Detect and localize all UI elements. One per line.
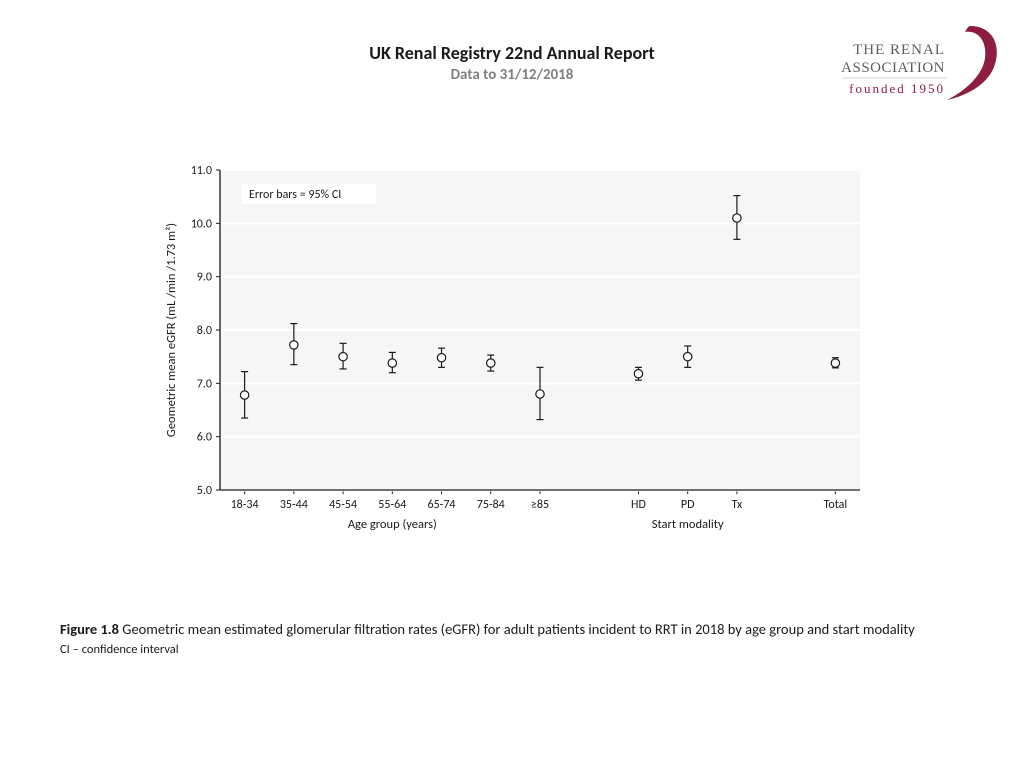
y-tick-label: 9.0	[197, 271, 212, 285]
x-group-label: Age group (years)	[348, 517, 437, 532]
data-marker	[388, 359, 396, 367]
data-marker	[339, 352, 347, 360]
x-tick-label: 65-74	[428, 498, 456, 512]
x-tick-label: Total	[824, 498, 847, 512]
x-tick-label: HD	[631, 498, 646, 512]
y-tick-label: 5.0	[197, 484, 212, 498]
chart-svg: 5.0 6.0 7.0 8.0 9.0 10.0 11.0 18-34 35-44 45-54 55…	[150, 160, 870, 560]
x-tick-label: 55-64	[378, 498, 406, 512]
x-group-label: Start modality	[652, 517, 724, 532]
data-marker	[437, 354, 445, 362]
egfr-chart: 5.0 6.0 7.0 8.0 9.0 10.0 11.0 18-34 35-44 45-54 55…	[150, 160, 870, 560]
y-tick-label: 8.0	[197, 324, 212, 338]
logo-svg: THE RENAL ASSOCIATION founded 1950	[835, 20, 1000, 106]
x-tick-label: 45-54	[329, 498, 357, 512]
logo-line1: THE RENAL	[853, 42, 945, 58]
figure-caption: Figure 1.8 Geometric mean estimated glom…	[60, 620, 964, 658]
data-marker	[831, 359, 839, 367]
caption-body: Geometric mean estimated glomerular filt…	[119, 620, 915, 638]
data-marker	[536, 390, 544, 398]
renal-association-logo: THE RENAL ASSOCIATION founded 1950	[835, 20, 1000, 106]
logo-tagline: founded 1950	[849, 81, 945, 96]
logo-swoosh-icon	[947, 26, 997, 100]
x-tick-label: 75-84	[477, 498, 505, 512]
y-tick-label: 11.0	[191, 164, 212, 178]
y-tick-label: 10.0	[191, 217, 212, 231]
x-tick-label: Tx	[732, 498, 743, 512]
y-tick-label: 6.0	[197, 431, 212, 445]
data-marker	[733, 214, 741, 222]
y-tick-label: 7.0	[197, 377, 212, 391]
x-tick-label: 18-34	[231, 498, 259, 512]
y-axis-label: Geometric mean eGFR (mL /min /1.73 m²)	[164, 223, 179, 437]
x-tick-label: 35-44	[280, 498, 308, 512]
x-tick-label: PD	[681, 498, 695, 512]
data-marker	[240, 391, 248, 399]
data-marker	[290, 341, 298, 349]
caption-note: CI – confidence interval	[60, 642, 964, 659]
logo-line2: ASSOCIATION	[841, 60, 945, 76]
page: UK Renal Registry 22nd Annual Report Dat…	[0, 0, 1024, 768]
caption-lead: Figure 1.8	[60, 620, 119, 638]
data-marker	[487, 359, 495, 367]
data-marker	[683, 352, 691, 360]
data-marker	[634, 370, 642, 378]
x-tick-label: ≥85	[531, 498, 549, 512]
legend-text: Error bars = 95% CI	[249, 188, 341, 202]
